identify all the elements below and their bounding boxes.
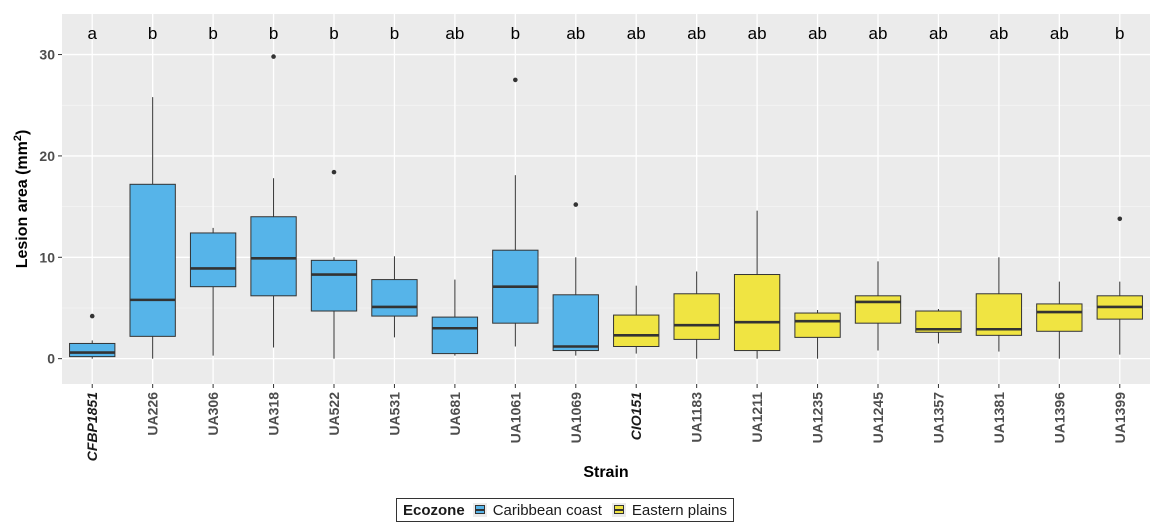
- outlier-point: [331, 169, 337, 175]
- significance-letter: ab: [748, 24, 767, 43]
- outlier-point: [89, 313, 95, 319]
- y-tick-label: 0: [47, 351, 55, 367]
- x-tick-label: UA1211: [749, 392, 765, 443]
- outlier-point: [573, 202, 579, 207]
- x-tick-label: UA522: [326, 392, 342, 436]
- significance-letter: b: [208, 24, 217, 43]
- x-axis-title: Strain: [583, 464, 628, 481]
- significance-letter: ab: [566, 24, 585, 43]
- outlier-point: [1117, 216, 1123, 222]
- x-tick-label: UA226: [145, 392, 161, 436]
- legend-label-eastern-plains: Eastern plains: [631, 501, 727, 519]
- x-tick-label: UA1399: [1112, 392, 1128, 444]
- x-tick-label: UA1183: [689, 392, 705, 443]
- significance-letter: ab: [445, 24, 464, 43]
- box-UA1069: [552, 294, 599, 352]
- significance-letter: b: [269, 24, 278, 43]
- box-CFBP1851: [69, 342, 116, 358]
- box-UA1183: [673, 293, 720, 340]
- x-tick-label: UA1381: [991, 392, 1007, 444]
- x-tick-label: UA1069: [568, 392, 584, 444]
- y-tick-label: 10: [39, 249, 55, 265]
- legend: Ecozone Caribbean coast Eastern plains: [396, 498, 734, 522]
- significance-letter: b: [511, 24, 520, 43]
- x-tick-label: UA681: [447, 392, 463, 436]
- box-UA1357: [915, 310, 962, 333]
- x-tick-label: UA531: [386, 392, 402, 436]
- significance-letter: a: [87, 24, 97, 43]
- legend-key-caribbean-coast: [472, 503, 487, 517]
- significance-letter: b: [329, 24, 338, 43]
- outlier-point: [513, 77, 518, 83]
- box-UA1211: [733, 274, 781, 352]
- box-UA226: [129, 183, 176, 337]
- significance-letter: b: [148, 24, 157, 43]
- x-tick-label: CFBP1851: [84, 392, 100, 461]
- box-CIO151: [613, 314, 660, 347]
- x-tick-label: UA306: [205, 392, 221, 436]
- significance-letter: ab: [989, 24, 1008, 43]
- plot-panel: [62, 14, 1150, 384]
- legend-key-eastern-plains: [611, 503, 626, 517]
- x-tick-label: UA1357: [930, 392, 946, 444]
- outlier-point: [271, 54, 276, 59]
- legend-label-caribbean-coast: Caribbean coast: [492, 501, 602, 519]
- x-tick-label: UA1245: [870, 392, 886, 444]
- x-tick-label: UA1235: [810, 392, 826, 444]
- box-UA1396: [1036, 303, 1083, 332]
- x-tick-label: UA318: [266, 392, 282, 436]
- box-UA1235: [794, 312, 841, 338]
- box-UA318: [250, 216, 297, 297]
- significance-letter: ab: [627, 24, 646, 43]
- box-UA306: [189, 232, 237, 288]
- significance-letter: ab: [1050, 24, 1069, 43]
- y-tick-label: 20: [39, 148, 55, 164]
- box-UA531: [371, 279, 418, 317]
- box-UA681: [431, 316, 479, 355]
- legend-title: Ecozone: [403, 501, 465, 519]
- y-tick-label: 30: [39, 47, 55, 63]
- x-tick-label: UA1396: [1051, 392, 1067, 444]
- x-tick-label: UA1061: [507, 392, 523, 444]
- significance-letter: ab: [929, 24, 948, 43]
- significance-letter: b: [1115, 24, 1124, 43]
- x-tick-label: CIO151: [628, 392, 644, 440]
- y-axis-title: Lesion area (mm2): [12, 130, 31, 269]
- significance-letter: ab: [808, 24, 827, 43]
- box-UA522: [310, 259, 358, 312]
- box-UA1245: [854, 295, 902, 324]
- significance-letter: ab: [869, 24, 888, 43]
- significance-letter: b: [390, 24, 399, 43]
- significance-letter: ab: [687, 24, 706, 43]
